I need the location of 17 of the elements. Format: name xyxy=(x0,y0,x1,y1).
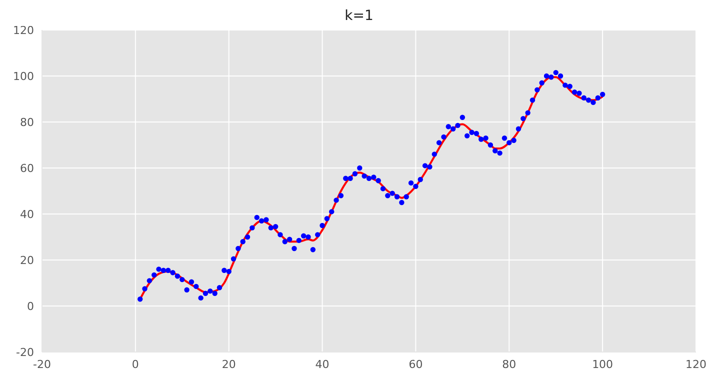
x-tick-label: -20 xyxy=(33,358,51,371)
x-tick-label: 40 xyxy=(315,358,330,371)
y-tick-label: 60 xyxy=(20,162,34,175)
y-tick-label: 80 xyxy=(20,116,34,129)
x-tick-label: 80 xyxy=(502,358,516,371)
x-tick-label: 20 xyxy=(222,358,236,371)
y-tick-label: 100 xyxy=(13,70,34,83)
x-tick-label: 60 xyxy=(408,358,423,371)
x-tick-label: 100 xyxy=(592,358,614,371)
x-tick-label: 120 xyxy=(686,358,706,371)
y-tick-label: 40 xyxy=(20,208,34,221)
chart-title: k=1 xyxy=(344,8,374,24)
y-tick-label: 20 xyxy=(20,254,34,267)
y-tick-label: -20 xyxy=(16,346,34,359)
y-tick-label: 120 xyxy=(13,24,34,37)
y-tick-label: 0 xyxy=(27,300,34,313)
x-tick-label: 0 xyxy=(132,358,139,371)
